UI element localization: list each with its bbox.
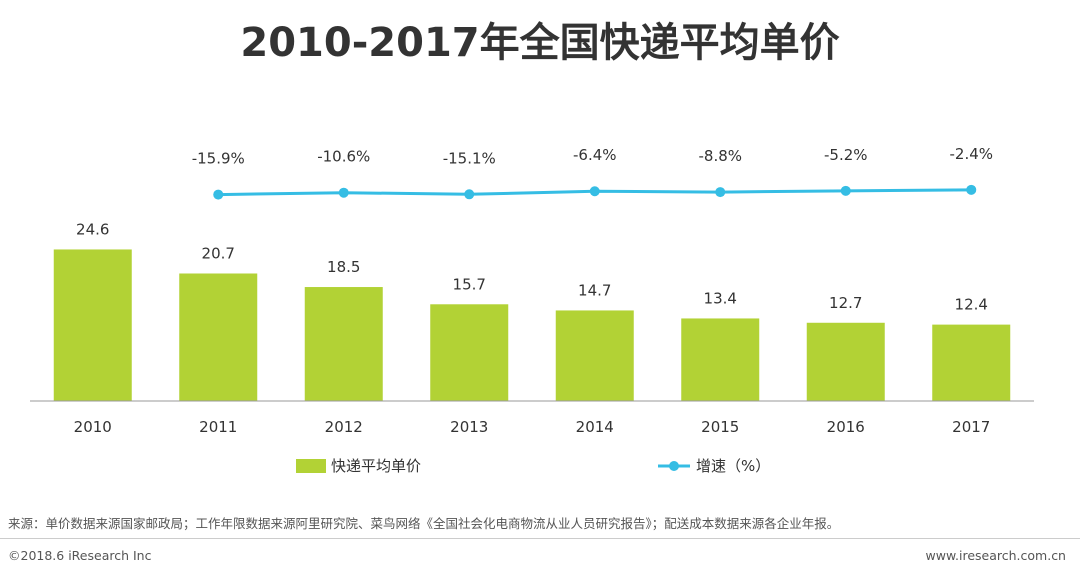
bar-value-labels: 24.6 20.7 18.5 15.7 14.7 13.4 12.7 12.4 bbox=[76, 220, 988, 313]
bar-2015 bbox=[681, 318, 760, 401]
growth-label-2013: -15.1% bbox=[443, 149, 496, 167]
bar-2010 bbox=[53, 249, 132, 401]
bar-label-2012: 18.5 bbox=[327, 258, 360, 276]
bar-2011 bbox=[179, 273, 258, 401]
legend: 快递平均单价 增速（%） bbox=[296, 457, 770, 475]
growth-point-2012 bbox=[338, 187, 349, 198]
copyright-text: ©2018.6 iResearch Inc bbox=[8, 548, 152, 563]
x-tick-2016: 2016 bbox=[827, 418, 865, 436]
bar-series bbox=[53, 249, 1011, 401]
chart-title: 2010-2017年全国快递平均单价 bbox=[240, 20, 840, 66]
growth-point-2017 bbox=[966, 184, 977, 195]
website-link[interactable]: www.iresearch.com.cn bbox=[925, 548, 1067, 563]
growth-value-labels: -15.9% -10.6% -15.1% -6.4% -8.8% -5.2% -2.4% bbox=[192, 145, 993, 168]
growth-point-2015 bbox=[715, 187, 726, 198]
source-note: 来源：单价数据来源国家邮政局；工作年限数据来源阿里研究院、菜鸟网络《全国社会化电… bbox=[8, 516, 840, 531]
x-tick-labels: 2010 2011 2012 2013 2014 2015 2016 2017 bbox=[74, 418, 991, 436]
growth-label-2017: -2.4% bbox=[949, 145, 993, 163]
growth-label-2014: -6.4% bbox=[573, 146, 617, 164]
x-tick-2015: 2015 bbox=[701, 418, 739, 436]
bar-label-2011: 20.7 bbox=[202, 244, 235, 262]
bar-2017 bbox=[932, 324, 1011, 401]
bar-2013 bbox=[430, 304, 509, 401]
bar-2016 bbox=[806, 322, 885, 401]
footer-divider bbox=[0, 538, 1080, 539]
growth-line-series bbox=[213, 184, 977, 200]
growth-label-2015: -8.8% bbox=[698, 147, 742, 165]
x-tick-2010: 2010 bbox=[74, 418, 112, 436]
growth-point-2014 bbox=[589, 186, 600, 197]
growth-label-2012: -10.6% bbox=[317, 148, 370, 166]
bar-2012 bbox=[304, 287, 383, 401]
x-tick-2011: 2011 bbox=[199, 418, 237, 436]
bar-label-2016: 12.7 bbox=[829, 294, 862, 312]
bar-label-2014: 14.7 bbox=[578, 281, 611, 299]
bar-label-2010: 24.6 bbox=[76, 220, 109, 238]
legend-bar-label: 快递平均单价 bbox=[331, 457, 421, 475]
growth-label-2011: -15.9% bbox=[192, 150, 245, 168]
growth-point-2013 bbox=[464, 189, 475, 200]
x-tick-2013: 2013 bbox=[450, 418, 488, 436]
x-tick-2014: 2014 bbox=[576, 418, 614, 436]
legend-bar-swatch bbox=[296, 459, 326, 473]
growth-point-2011 bbox=[213, 189, 224, 200]
legend-line-marker bbox=[669, 461, 679, 471]
bar-2014 bbox=[555, 310, 634, 401]
legend-line-label: 增速（%） bbox=[696, 457, 770, 475]
growth-label-2016: -5.2% bbox=[824, 146, 868, 164]
bar-label-2013: 15.7 bbox=[453, 275, 486, 293]
bar-label-2015: 13.4 bbox=[704, 289, 737, 307]
bar-label-2017: 12.4 bbox=[955, 296, 988, 314]
growth-point-2016 bbox=[840, 185, 851, 196]
x-tick-2017: 2017 bbox=[952, 418, 990, 436]
x-tick-2012: 2012 bbox=[325, 418, 363, 436]
